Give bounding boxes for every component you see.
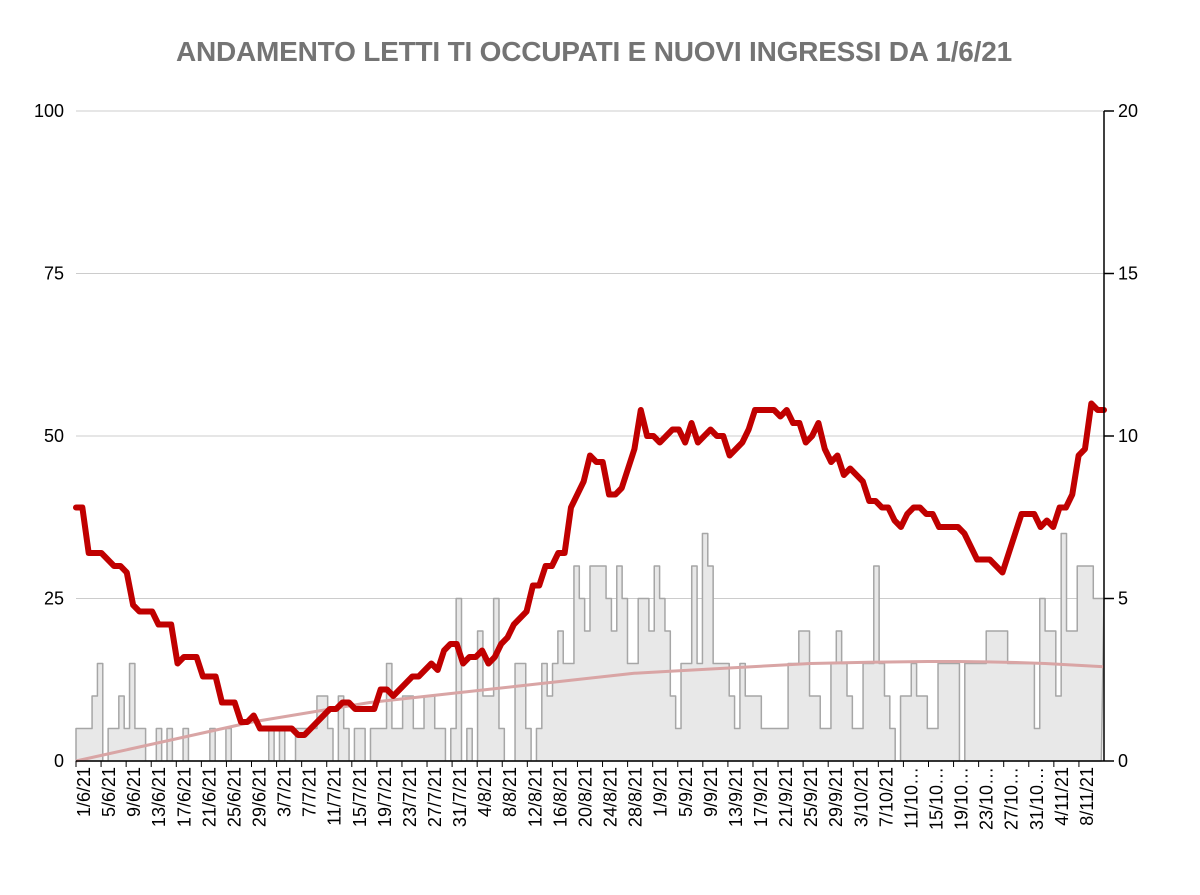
x-tick-label: 12/8/21 (525, 767, 545, 827)
chart-title: ANDAMENTO LETTI TI OCCUPATI E NUOVI INGR… (175, 36, 1013, 67)
x-tick-label: 8/11/21 (1077, 767, 1097, 826)
x-tick-label: 19/10… (952, 767, 972, 830)
x-tick-label: 13/6/21 (149, 767, 169, 827)
y-tick-label-right: 15 (1118, 264, 1138, 284)
x-tick-label: 9/6/21 (124, 767, 144, 817)
occupied-beds-line-series (73, 400, 1107, 738)
y-tick-label-left: 50 (44, 426, 64, 446)
x-tick-label: 1/6/21 (74, 767, 94, 817)
y-tick-label-right: 10 (1118, 426, 1138, 446)
x-tick-label: 23/7/21 (400, 767, 420, 827)
x-tick-label: 29/6/21 (250, 767, 270, 827)
x-tick-label: 1/9/21 (651, 767, 671, 817)
x-tick-label: 3/10/21 (851, 767, 871, 827)
x-tick-label: 21/9/21 (776, 767, 796, 827)
x-tick-label: 29/9/21 (826, 767, 846, 827)
x-tick-label: 8/8/21 (500, 767, 520, 817)
x-tick-label: 24/8/21 (601, 767, 621, 827)
x-tick-label: 11/7/21 (325, 767, 345, 826)
x-tick-label: 23/10… (977, 767, 997, 830)
y-tick-label-left: 0 (54, 751, 64, 771)
x-tick-label: 20/8/21 (575, 767, 595, 827)
y-tick-label-right: 5 (1118, 589, 1128, 609)
y-tick-label-left: 75 (44, 264, 64, 284)
y-tick-label-right: 20 (1118, 101, 1138, 121)
gridlines (76, 110, 1104, 599)
x-tick-label: 17/6/21 (174, 767, 194, 827)
x-tick-label: 5/9/21 (676, 767, 696, 817)
x-tick-label: 17/9/21 (751, 767, 771, 827)
x-axis-ticks: 1/6/21 5/6/21 9/6/21 13/6/21 17/6/21 21/6/21 2… (74, 761, 1097, 830)
x-tick-label: 19/7/21 (375, 767, 395, 827)
x-tick-label: 27/7/21 (425, 767, 445, 827)
x-tick-label: 5/6/21 (99, 767, 119, 817)
y-axis-left-ticks: 0 25 50 75 100 (34, 101, 64, 771)
x-tick-label: 9/9/21 (701, 767, 721, 817)
occupied-beds-line (73, 400, 1107, 738)
x-tick-label: 15/7/21 (350, 767, 370, 827)
x-tick-label: 3/7/21 (275, 767, 295, 817)
x-tick-label: 15/10… (926, 767, 946, 830)
x-tick-label: 31/7/21 (450, 767, 470, 827)
x-tick-label: 25/9/21 (801, 767, 821, 827)
y-tick-label-left: 25 (44, 589, 64, 609)
y-tick-label-right: 0 (1118, 751, 1128, 771)
x-tick-label: 4/11/21 (1052, 767, 1072, 826)
y-tick-label-left: 100 (34, 101, 64, 121)
x-tick-label: 27/10… (1002, 767, 1022, 830)
x-tick-label: 13/9/21 (726, 767, 746, 827)
x-tick-label: 16/8/21 (550, 767, 570, 827)
x-tick-label: 11/10… (901, 767, 921, 829)
x-tick-label: 28/8/21 (626, 767, 646, 827)
y-axis-right-ticks: 0 5 10 15 20 (1104, 101, 1138, 771)
x-tick-label: 25/6/21 (224, 767, 244, 827)
x-tick-label: 7/7/21 (300, 767, 320, 817)
x-tick-label: 21/6/21 (199, 767, 219, 827)
x-tick-label: 7/10/21 (876, 767, 896, 827)
x-tick-label: 31/10… (1027, 767, 1047, 830)
x-tick-label: 4/8/21 (475, 767, 495, 817)
